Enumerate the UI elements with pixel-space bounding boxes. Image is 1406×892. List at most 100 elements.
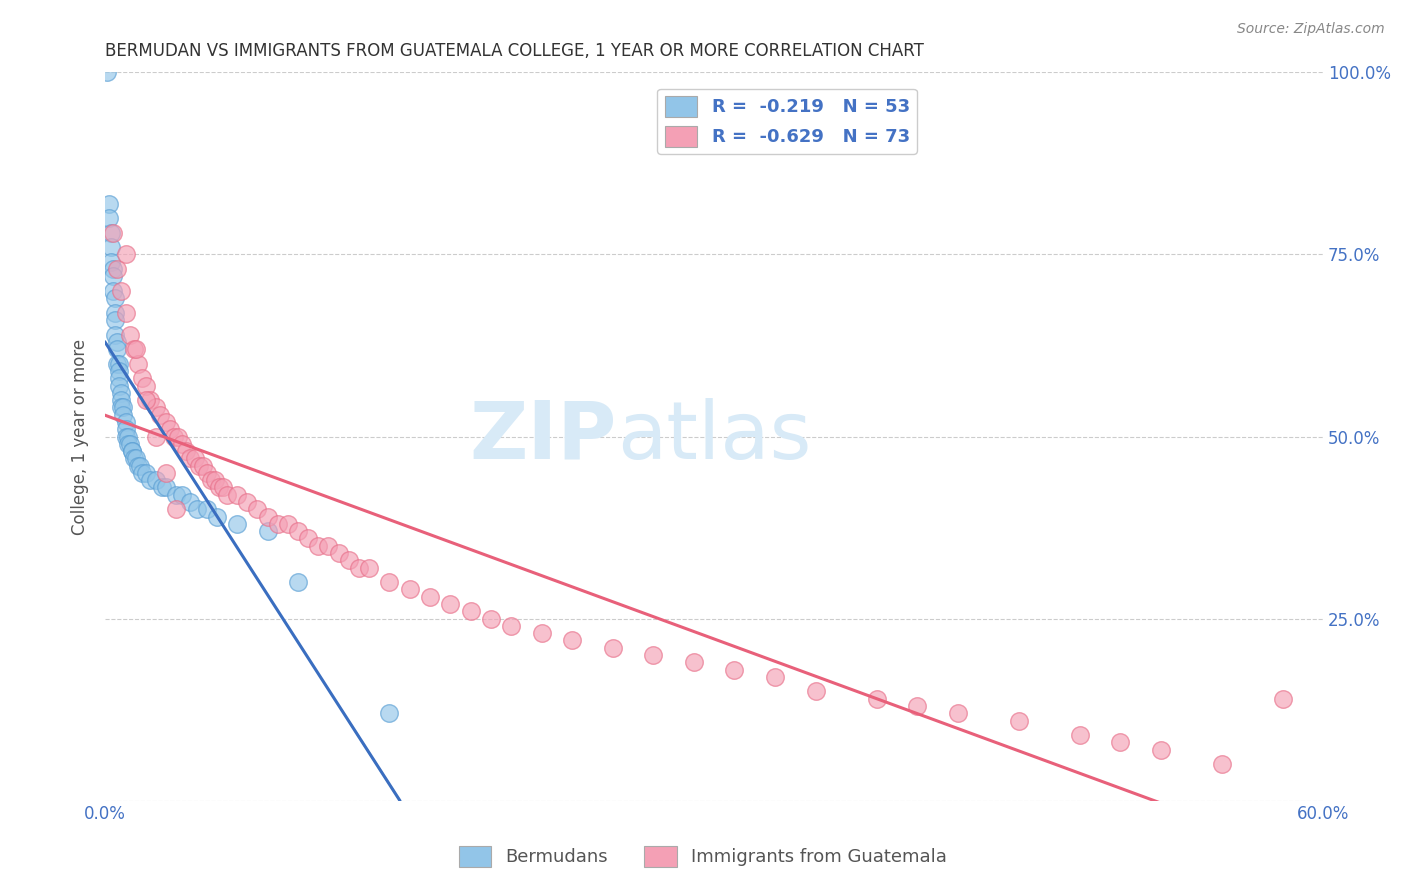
Point — [127, 458, 149, 473]
Point — [1211, 757, 1233, 772]
Text: Source: ZipAtlas.com: Source: ZipAtlas.com — [1237, 22, 1385, 37]
Point — [277, 516, 299, 531]
Point — [165, 502, 187, 516]
Point — [121, 444, 143, 458]
Point — [167, 429, 190, 443]
Point — [112, 408, 135, 422]
Point — [163, 429, 186, 443]
Point — [287, 575, 309, 590]
Point — [501, 619, 523, 633]
Point — [145, 429, 167, 443]
Text: ZIP: ZIP — [470, 398, 617, 475]
Point — [124, 451, 146, 466]
Point — [256, 524, 278, 539]
Point — [110, 284, 132, 298]
Point — [398, 582, 420, 597]
Point — [378, 706, 401, 721]
Point — [103, 226, 125, 240]
Point — [195, 502, 218, 516]
Point — [155, 481, 177, 495]
Point — [215, 488, 238, 502]
Point — [122, 342, 145, 356]
Point — [127, 357, 149, 371]
Point — [96, 65, 118, 79]
Point — [114, 415, 136, 429]
Point — [100, 254, 122, 268]
Point — [131, 371, 153, 385]
Point — [117, 437, 139, 451]
Point — [110, 385, 132, 400]
Point — [328, 546, 350, 560]
Point — [108, 357, 131, 371]
Point — [256, 509, 278, 524]
Text: atlas: atlas — [617, 398, 811, 475]
Point — [149, 408, 172, 422]
Point — [905, 698, 928, 713]
Point — [419, 590, 441, 604]
Point — [297, 532, 319, 546]
Point — [561, 633, 583, 648]
Point — [347, 560, 370, 574]
Point — [103, 284, 125, 298]
Point — [104, 313, 127, 327]
Point — [105, 342, 128, 356]
Point — [108, 371, 131, 385]
Point — [117, 429, 139, 443]
Point — [172, 488, 194, 502]
Point — [110, 393, 132, 408]
Legend: R =  -0.219   N = 53, R =  -0.629   N = 73: R = -0.219 N = 53, R = -0.629 N = 73 — [658, 88, 917, 154]
Y-axis label: College, 1 year or more: College, 1 year or more — [72, 338, 89, 534]
Point — [179, 451, 201, 466]
Point — [1109, 735, 1132, 749]
Point — [439, 597, 461, 611]
Point — [804, 684, 827, 698]
Point — [104, 306, 127, 320]
Point — [100, 240, 122, 254]
Point — [135, 378, 157, 392]
Point — [186, 502, 208, 516]
Point — [226, 488, 249, 502]
Point — [287, 524, 309, 539]
Point — [1271, 691, 1294, 706]
Point — [946, 706, 969, 721]
Point — [108, 364, 131, 378]
Point — [118, 437, 141, 451]
Point — [112, 401, 135, 415]
Point — [176, 444, 198, 458]
Point — [226, 516, 249, 531]
Point — [104, 291, 127, 305]
Point — [179, 495, 201, 509]
Point — [1008, 714, 1031, 728]
Point — [128, 458, 150, 473]
Point — [359, 560, 381, 574]
Point — [121, 444, 143, 458]
Point — [530, 626, 553, 640]
Point — [155, 415, 177, 429]
Point — [114, 306, 136, 320]
Point — [122, 451, 145, 466]
Point — [246, 502, 269, 516]
Point — [236, 495, 259, 509]
Point — [104, 327, 127, 342]
Point — [865, 691, 887, 706]
Point — [200, 473, 222, 487]
Point — [114, 429, 136, 443]
Point — [114, 247, 136, 261]
Point — [307, 539, 329, 553]
Point — [103, 269, 125, 284]
Point — [108, 378, 131, 392]
Point — [105, 262, 128, 277]
Text: BERMUDAN VS IMMIGRANTS FROM GUATEMALA COLLEGE, 1 YEAR OR MORE CORRELATION CHART: BERMUDAN VS IMMIGRANTS FROM GUATEMALA CO… — [105, 42, 924, 60]
Point — [135, 393, 157, 408]
Point — [114, 422, 136, 436]
Point — [723, 663, 745, 677]
Point — [479, 611, 502, 625]
Point — [118, 327, 141, 342]
Point — [204, 473, 226, 487]
Point — [337, 553, 360, 567]
Point — [105, 357, 128, 371]
Point — [135, 466, 157, 480]
Point — [208, 481, 231, 495]
Point — [124, 342, 146, 356]
Point — [172, 437, 194, 451]
